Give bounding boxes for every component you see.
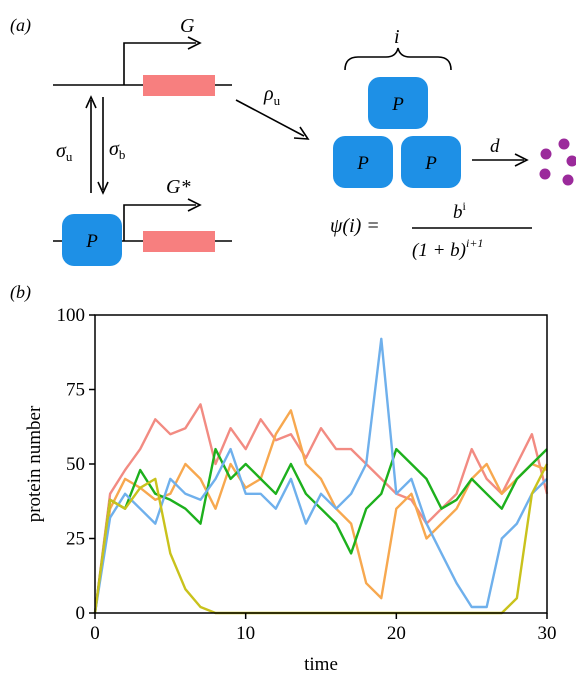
degraded-dot-1 bbox=[540, 148, 552, 160]
protein-label-top: P bbox=[391, 94, 404, 115]
panel-b-label: (b) bbox=[10, 282, 31, 303]
formula-numerator: bi bbox=[453, 199, 467, 223]
protein-label-left: P bbox=[356, 153, 369, 174]
formula-denominator: (1 + b)i+1 bbox=[412, 236, 483, 261]
rate-unbind-label: σu bbox=[56, 140, 73, 164]
y-tick-label: 25 bbox=[66, 529, 85, 550]
y-axis-label: protein number bbox=[24, 405, 45, 522]
degraded-dot-5 bbox=[562, 174, 574, 186]
protein-number-chart: 0 10 20 30 0 25 50 75 100 time protein number bbox=[24, 305, 557, 675]
protein-label-right: P bbox=[424, 153, 437, 174]
degraded-dot-2 bbox=[558, 138, 570, 150]
degraded-dot-3 bbox=[539, 168, 551, 180]
rate-bind-label: σb bbox=[109, 138, 125, 162]
protein-block-top bbox=[368, 77, 428, 129]
panel-a-label: (a) bbox=[10, 15, 31, 36]
bind-arrowhead bbox=[97, 181, 109, 195]
y-tick-label: 100 bbox=[57, 305, 86, 326]
tick-layer: 0 10 20 30 0 25 50 75 100 bbox=[57, 305, 557, 644]
series-line-3 bbox=[93, 447, 548, 614]
x-tick-label: 10 bbox=[236, 623, 255, 644]
promoter-arrowhead-bound bbox=[187, 198, 202, 212]
production-arrowhead bbox=[293, 126, 310, 140]
promoter-arrowhead-unbound bbox=[187, 36, 202, 50]
burst-size-label: i bbox=[394, 26, 400, 48]
unbind-arrowhead bbox=[85, 95, 97, 109]
promoter-arrow-unbound bbox=[123, 42, 196, 85]
gene-label-bound: G* bbox=[166, 176, 190, 198]
protein-block-right bbox=[401, 136, 461, 188]
series-layer bbox=[93, 337, 549, 615]
x-axis-label: time bbox=[304, 654, 338, 675]
degradation-arrowhead bbox=[514, 153, 529, 167]
production-arrow bbox=[235, 99, 305, 137]
series-line-4 bbox=[93, 337, 548, 614]
protein-label-bound: P bbox=[85, 231, 98, 252]
gene-label-unbound: G bbox=[180, 15, 195, 37]
series-line-1 bbox=[93, 403, 549, 614]
degraded-dot-4 bbox=[566, 155, 576, 167]
y-tick-label: 50 bbox=[66, 454, 85, 475]
x-tick-label: 20 bbox=[387, 623, 406, 644]
degradation-label: d bbox=[490, 136, 500, 157]
x-tick-label: 30 bbox=[538, 623, 557, 644]
rate-production-label: ρu bbox=[263, 83, 281, 108]
y-tick-label: 0 bbox=[76, 603, 86, 624]
protein-block-left bbox=[333, 136, 393, 188]
y-tick-label: 75 bbox=[66, 380, 85, 401]
x-tick-label: 0 bbox=[90, 623, 100, 644]
formula-lhs: ψ(i) = bbox=[330, 215, 380, 237]
promoter-arrow-bound bbox=[123, 204, 196, 241]
burst-brace bbox=[344, 47, 452, 71]
protein-bound-block bbox=[62, 214, 122, 266]
gene-box-bound bbox=[143, 231, 215, 252]
gene-box-unbound bbox=[143, 75, 215, 96]
